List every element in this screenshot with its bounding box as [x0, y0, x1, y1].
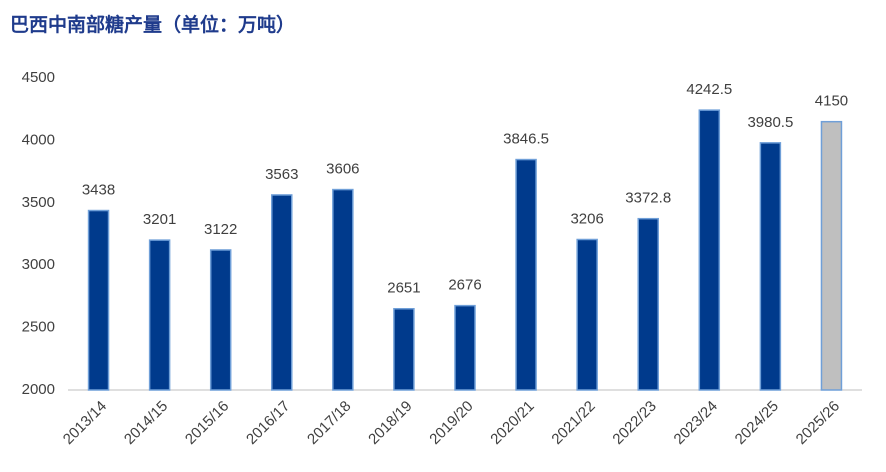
bar	[576, 238, 598, 391]
bar	[332, 188, 354, 391]
value-label: 3606	[326, 161, 359, 178]
value-label: 4150	[815, 93, 848, 110]
x-tick-label: 2018/19	[365, 398, 415, 448]
x-tick-label: 2022/23	[609, 398, 659, 448]
bar	[393, 308, 415, 391]
value-label: 3201	[143, 211, 176, 228]
x-tick-label: 2020/21	[487, 398, 537, 448]
bar	[271, 194, 293, 391]
value-label: 3980.5	[747, 114, 793, 131]
y-tick-label: 3000	[22, 256, 55, 273]
value-label: 3563	[265, 166, 298, 183]
x-tick-label: 2015/16	[182, 398, 232, 448]
bar	[148, 239, 171, 391]
bar	[454, 304, 476, 391]
value-label: 2651	[387, 280, 420, 297]
y-tick-label: 4000	[22, 131, 55, 148]
y-tick-label: 3500	[22, 194, 55, 211]
value-label: 3372.8	[625, 190, 671, 207]
y-tick-label: 2000	[22, 381, 55, 398]
bar	[87, 209, 110, 391]
value-label: 2676	[448, 277, 481, 294]
value-label: 3122	[204, 221, 237, 238]
x-tick-label: 2021/22	[548, 398, 598, 448]
y-tick-label: 4500	[22, 69, 55, 86]
value-label: 4242.5	[686, 81, 732, 98]
bar	[759, 142, 782, 391]
bar	[698, 109, 721, 391]
x-tick-label: 2013/14	[60, 398, 110, 448]
y-tick-label: 2500	[22, 319, 55, 336]
value-label: 3846.5	[503, 131, 549, 148]
value-label: 3438	[82, 182, 115, 199]
x-tick-label: 2014/15	[121, 398, 171, 448]
bar	[515, 158, 537, 391]
x-tick-label: 2016/17	[243, 398, 293, 448]
bar	[820, 120, 843, 391]
value-label: 3206	[570, 210, 603, 227]
x-tick-label: 2019/20	[426, 398, 476, 448]
x-tick-label: 2025/26	[793, 398, 843, 448]
x-tick-label: 2024/25	[732, 398, 782, 448]
x-tick-label: 2023/24	[671, 398, 721, 448]
bar	[209, 249, 232, 391]
x-tick-label: 2017/18	[304, 398, 354, 448]
chart-title: 巴西中南部糖产量（单位：万吨）	[10, 13, 295, 36]
bar	[637, 217, 659, 391]
